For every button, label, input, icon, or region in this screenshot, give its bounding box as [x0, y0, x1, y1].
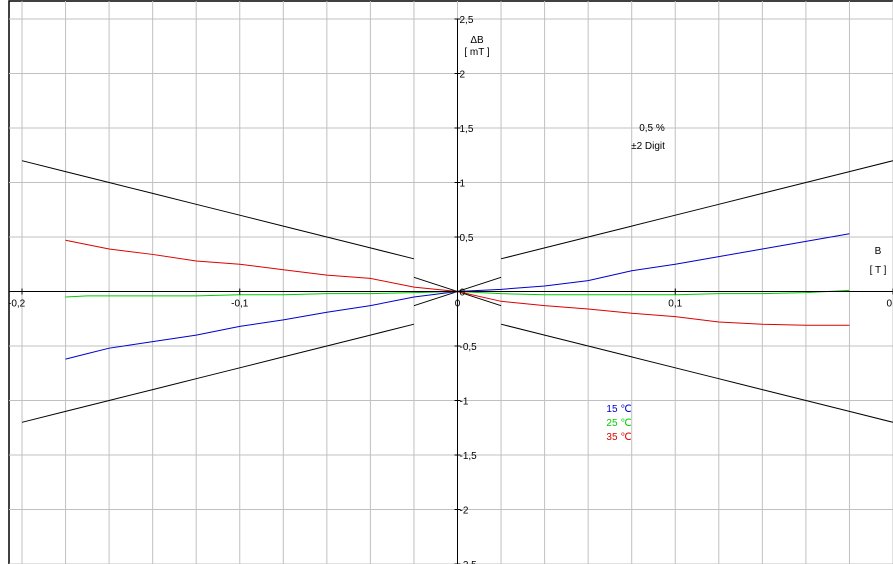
y-tick-label: 1: [460, 179, 466, 190]
legend-entry: 35 ℃: [606, 432, 631, 443]
legend-entry: 15 ℃: [606, 404, 631, 415]
y-tick-label: 0,5: [460, 233, 474, 244]
accuracy-digit: ±2 Digit: [631, 141, 665, 152]
y-tick-label: -2,5: [460, 560, 478, 564]
y-axis-unit: [ mT ]: [464, 47, 490, 58]
x-tick-label: -0,1: [231, 299, 249, 310]
x-tick-label: 0,1: [668, 299, 682, 310]
series-line: [65, 239, 850, 326]
series-line: [65, 233, 850, 360]
plot-frame: [8, 0, 893, 564]
axis-ticks: 2,5 2 1,5 1 0,5 0 -0,5 -1 -1,5 -2 -2,5 -0,2 -0,1 0 0,1…: [8, 15, 893, 564]
y-tick-label: -0,5: [460, 342, 478, 353]
legend: 15 ℃ 25 ℃ 35 ℃: [606, 404, 631, 443]
tolerance-line: [21, 160, 415, 260]
x-tick-label: 0: [886, 299, 892, 310]
tolerance-lines: [21, 160, 893, 423]
accuracy-percent: 0,5 %: [639, 123, 665, 134]
y-tick-label: -2: [460, 506, 469, 517]
x-tick-label: 0: [455, 299, 461, 310]
y-tick-label: 0: [460, 288, 466, 299]
x-axis-label: B: [875, 246, 882, 257]
legend-entry: 25 ℃: [606, 418, 631, 429]
y-tick-label: -1,5: [460, 451, 478, 462]
y-axis-label: ΔB: [470, 35, 484, 46]
tolerance-line: [500, 160, 893, 260]
x-tick-label: -0,2: [8, 299, 26, 310]
series-line: [65, 289, 850, 298]
tolerance-line: [21, 323, 415, 423]
y-tick-label: 1,5: [460, 124, 474, 135]
tolerance-line: [500, 323, 893, 423]
y-tick-label: -1: [460, 397, 469, 408]
y-tick-label: 2: [460, 70, 466, 81]
series-lines: [65, 233, 850, 360]
y-tick-label: 2,5: [460, 15, 474, 26]
x-axis-unit: [ T ]: [870, 265, 887, 276]
